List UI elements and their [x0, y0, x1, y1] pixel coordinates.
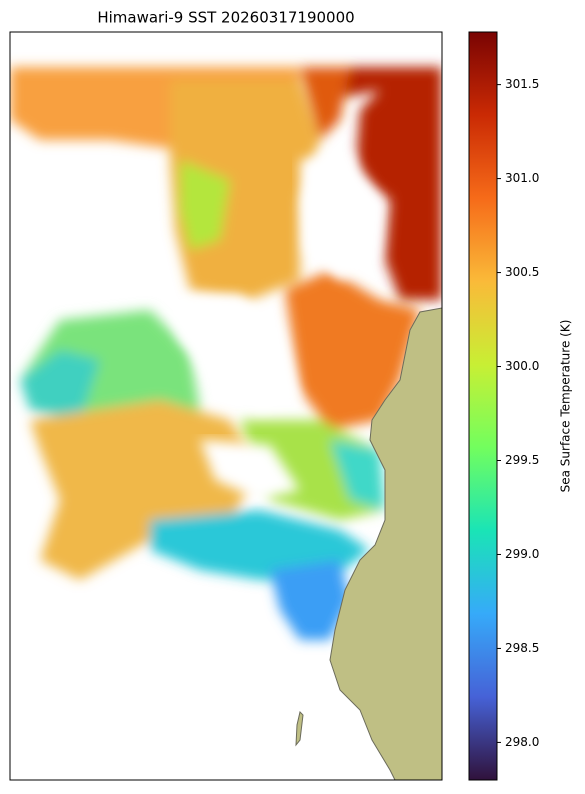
colorbar-tick-label: 298.5	[505, 641, 539, 655]
colorbar-tick-label: 299.5	[505, 453, 539, 467]
colorbar-tick-label: 300.0	[505, 359, 539, 373]
colorbar-tick-label: 301.5	[505, 77, 539, 91]
colorbar-tick-label: 299.0	[505, 547, 539, 561]
colorbar-tick-label: 300.5	[505, 265, 539, 279]
colorbar	[468, 31, 498, 781]
colorbar-tick-label: 298.0	[505, 735, 539, 749]
colorbar-label: Sea Surface Temperature (K)	[559, 320, 573, 493]
colorbar-tick-label: 301.0	[505, 171, 539, 185]
map-frame	[9, 31, 443, 781]
sst-field	[10, 32, 442, 780]
title: Himawari-9 SST 20260317190000	[97, 9, 354, 27]
